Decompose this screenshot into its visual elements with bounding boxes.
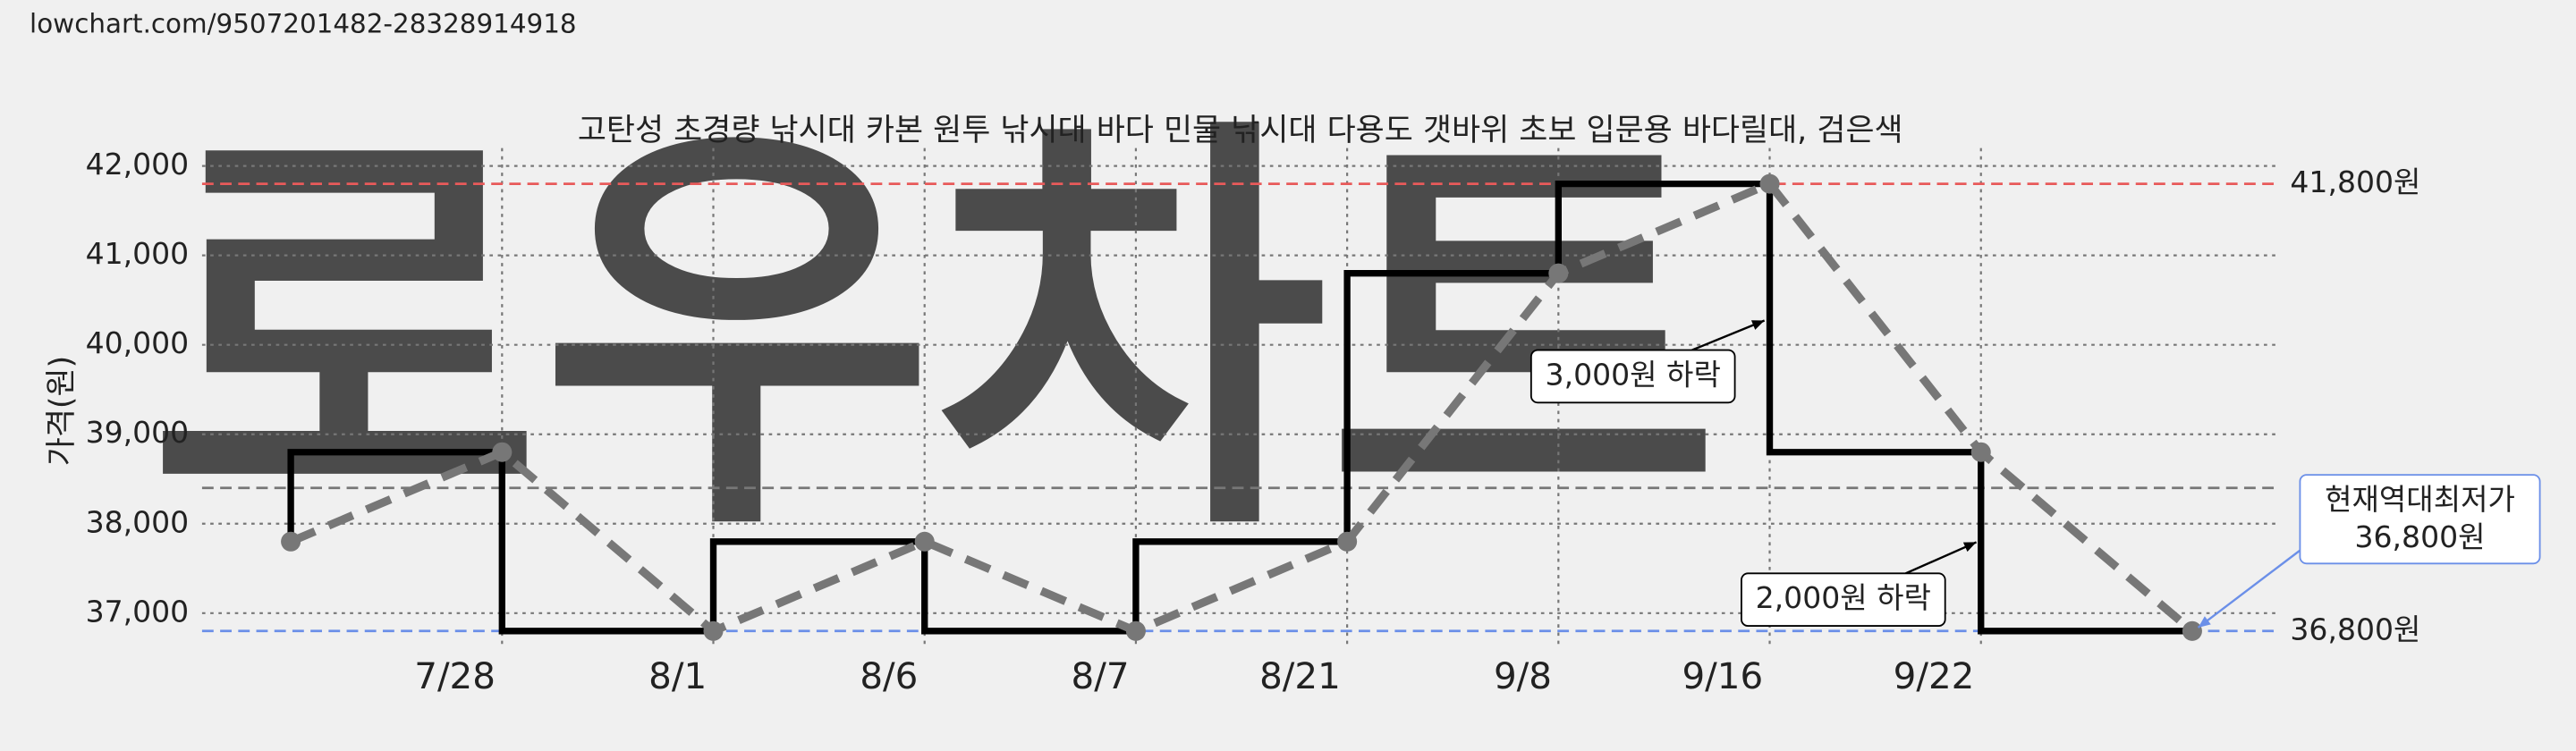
annotation-text: 36,800원 xyxy=(2354,519,2485,554)
annotation-arrow xyxy=(2197,549,2301,629)
step-segment xyxy=(498,451,714,635)
y-tick-label: 40,000 xyxy=(86,325,190,360)
step-segment xyxy=(287,449,503,542)
chart-title: 고탄성 초경량 낚시대 카본 원투 낚시대 바다 민물 낚시대 다용도 갯바위 … xyxy=(578,113,1903,148)
x-tick-label: 7/28 xyxy=(414,654,496,697)
x-tick-label: 8/21 xyxy=(1259,654,1341,697)
point xyxy=(1970,442,1991,462)
point xyxy=(492,442,513,462)
annotation-box xyxy=(2299,474,2541,565)
arrow-head xyxy=(2198,616,2211,628)
annotation-text: 현재역대최저가 xyxy=(2325,482,2515,517)
point xyxy=(703,620,724,641)
annotation-text: 2,000원 하락 xyxy=(1756,580,1931,615)
x-tick-label: 9/8 xyxy=(1494,654,1552,697)
price-line xyxy=(289,179,2195,637)
step-segment xyxy=(709,538,925,631)
step-segment xyxy=(1978,451,2192,635)
step-segment xyxy=(1766,183,1981,456)
y-tick-label: 41,000 xyxy=(86,236,190,271)
point xyxy=(281,531,301,552)
x-tick-label: 8/6 xyxy=(860,654,918,697)
x-tick-label: 9/22 xyxy=(1894,654,1975,697)
step-segment xyxy=(1555,180,1770,274)
step-segment xyxy=(1343,269,1559,542)
annotation-box xyxy=(1741,572,1946,628)
point xyxy=(1125,620,1146,641)
y-tick-label: 37,000 xyxy=(86,594,190,629)
point xyxy=(1548,263,1569,283)
annotation-arrow xyxy=(1905,541,1978,575)
step-segment xyxy=(921,541,1136,635)
x-tick-label: 8/7 xyxy=(1072,654,1130,697)
annotation-arrow xyxy=(1691,319,1766,351)
y-tick-label: 42,000 xyxy=(86,147,190,181)
point xyxy=(2182,620,2202,641)
x-tick-label: 9/16 xyxy=(1682,654,1763,697)
step-segment xyxy=(1132,538,1348,631)
watermark: 로우차트 xyxy=(148,86,1720,583)
y-tick-label: 39,000 xyxy=(86,415,190,450)
x-tick-label: 8/1 xyxy=(648,654,707,697)
point xyxy=(914,531,935,552)
annotation-text: 3,000원 하락 xyxy=(1546,357,1721,392)
reference-label: 36,800원 xyxy=(2290,612,2420,646)
reference-label: 41,800원 xyxy=(2290,165,2420,199)
point xyxy=(1759,173,1780,194)
annotation-box xyxy=(1530,349,1736,404)
url: lowchart.com/9507201482-28328914918 xyxy=(30,8,577,38)
arrow-head xyxy=(1962,542,1977,553)
point xyxy=(1337,531,1358,552)
y-axis-label: 가격(원) xyxy=(44,356,80,466)
arrow-head xyxy=(1750,320,1765,330)
y-tick-label: 38,000 xyxy=(86,504,190,539)
